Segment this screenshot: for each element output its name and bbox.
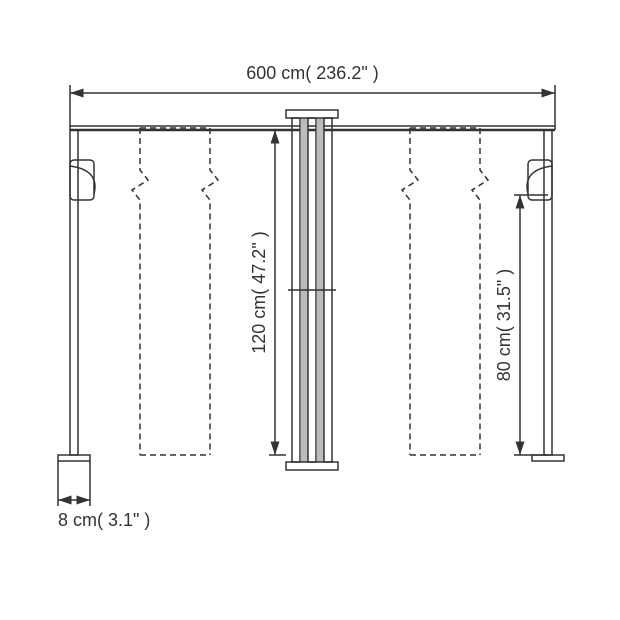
dim-base-label: 8 cm( 3.1" ) — [58, 510, 150, 530]
dim-height-right: 80 cm( 31.5" ) — [494, 195, 548, 455]
dim-width-label: 600 cm( 236.2" ) — [246, 63, 378, 83]
left-post — [58, 130, 95, 461]
dim-height-center: 120 cm( 47.2" ) — [249, 130, 286, 455]
right-post — [527, 130, 564, 461]
center-column — [286, 110, 338, 470]
screen-panels — [132, 128, 488, 455]
dim-height-right-label: 80 cm( 31.5" ) — [494, 269, 514, 381]
dim-height-center-label: 120 cm( 47.2" ) — [249, 231, 269, 353]
dim-base: 8 cm( 3.1" ) — [58, 461, 150, 530]
dim-width: 600 cm( 236.2" ) — [70, 63, 555, 130]
